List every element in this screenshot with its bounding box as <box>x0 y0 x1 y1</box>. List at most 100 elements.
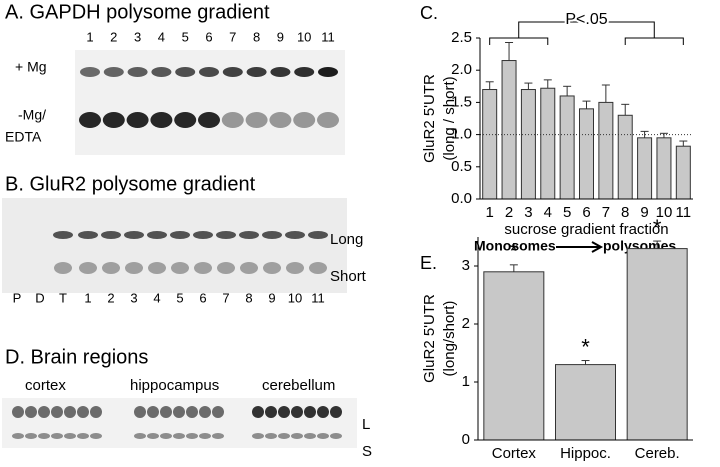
gel-band <box>270 67 291 77</box>
gel-band <box>38 433 50 439</box>
lane-label: 10 <box>288 290 302 305</box>
bar <box>555 364 616 441</box>
gel-band <box>51 406 63 418</box>
gel-band <box>198 112 220 128</box>
axis <box>479 38 693 200</box>
lane-label: 2 <box>107 290 114 305</box>
gel-band <box>170 231 190 239</box>
x-tick-label: 8 <box>621 204 629 221</box>
gel-band <box>12 433 24 439</box>
gel-band <box>64 433 76 439</box>
bar <box>617 114 633 200</box>
lane-label: T <box>59 290 67 305</box>
x-tick-label: 2 <box>505 204 513 221</box>
x-tick-label: 6 <box>582 204 590 221</box>
gel-band <box>252 433 264 439</box>
gel-band <box>304 433 316 439</box>
gel-band <box>199 67 219 77</box>
lane-label: 8 <box>245 290 252 305</box>
gel-band <box>38 406 50 418</box>
lane-label: 6 <box>199 290 206 305</box>
y-tick-label: 2 <box>462 315 470 332</box>
x-tick-label: Cereb. <box>635 445 680 462</box>
lane-label: 1 <box>84 290 91 305</box>
gel-band <box>199 406 211 418</box>
gel-band <box>150 112 173 128</box>
bar <box>540 87 556 200</box>
gel-band <box>330 433 342 439</box>
gel-band <box>126 112 149 128</box>
x-tick-label: 5 <box>563 204 571 221</box>
panel-title: A. GAPDH polysome gradient <box>5 1 270 23</box>
arrow <box>556 241 604 253</box>
lane-label: 11 <box>311 290 325 305</box>
gel-band <box>79 262 97 274</box>
gel-band <box>212 433 224 439</box>
row-label: -Mg/ <box>18 107 46 123</box>
bar <box>520 89 536 200</box>
gel-band <box>171 262 189 274</box>
y-axis-label: (long / short) <box>441 76 458 160</box>
y-axis-label: GluR2 5'UTR <box>421 294 438 383</box>
gel-band <box>80 67 100 77</box>
bracket <box>489 21 684 45</box>
gel-band <box>239 231 259 239</box>
x-tick-label: 1 <box>486 204 494 221</box>
bar <box>579 108 594 200</box>
bar <box>501 60 517 200</box>
gel-band <box>317 433 329 439</box>
region-label: cortex <box>25 377 66 394</box>
y-tick-label: 0.0 <box>451 190 472 207</box>
annotation: P<.05 <box>565 11 607 28</box>
lane-label: 11 <box>321 29 335 44</box>
gel-band <box>127 67 148 77</box>
gel-band <box>134 406 146 418</box>
lane-label: 4 <box>153 290 160 305</box>
y-tick-label: 0.5 <box>451 158 472 175</box>
gel-band <box>51 433 63 439</box>
lane-label: 5 <box>182 29 189 44</box>
lane-label: 3 <box>134 29 141 44</box>
gel-band <box>217 262 235 274</box>
x-tick-label: Cortex <box>492 445 537 462</box>
gel-band <box>194 262 212 274</box>
y-axis-label: GluR2 5'UTR <box>421 74 438 163</box>
gel-band <box>90 406 102 418</box>
y-tick-label: 1.5 <box>451 93 472 110</box>
gel-band <box>90 433 102 439</box>
significance-marker: * <box>581 334 590 359</box>
lane-label: 2 <box>110 29 117 44</box>
gel-band <box>199 433 211 439</box>
gel-band <box>173 433 185 439</box>
gel-band <box>147 406 159 418</box>
bar <box>656 137 672 200</box>
gel-band <box>151 67 172 77</box>
y-tick-label: 0 <box>462 431 470 448</box>
band-label: Long <box>330 231 363 248</box>
lane-label: 10 <box>297 29 311 44</box>
y-tick-label: 3 <box>462 257 470 274</box>
gel-band <box>64 406 76 418</box>
gel-band <box>317 406 329 418</box>
gel-band <box>79 112 101 128</box>
x-tick-label: 3 <box>524 204 532 221</box>
gel-band <box>221 112 244 128</box>
gel-band <box>103 67 124 77</box>
gel-band <box>173 406 185 418</box>
gel-band <box>102 262 120 274</box>
chart-title: E. <box>420 253 437 273</box>
lane-label: 1 <box>86 29 93 44</box>
x-tick-label: 11 <box>676 204 692 221</box>
lane-label: 8 <box>253 29 260 44</box>
gel-band <box>291 433 303 439</box>
gel-band <box>240 262 258 274</box>
band-label: L <box>362 416 370 433</box>
y-tick-label: 2.5 <box>451 29 472 46</box>
gel-band <box>25 433 37 439</box>
gel-a <box>75 50 345 155</box>
y-tick-label: 2.0 <box>451 61 472 78</box>
panel-title: B. GluR2 polysome gradient <box>5 173 256 195</box>
gel-band <box>125 262 143 274</box>
bar <box>626 248 688 441</box>
lane-label: 9 <box>277 29 284 44</box>
